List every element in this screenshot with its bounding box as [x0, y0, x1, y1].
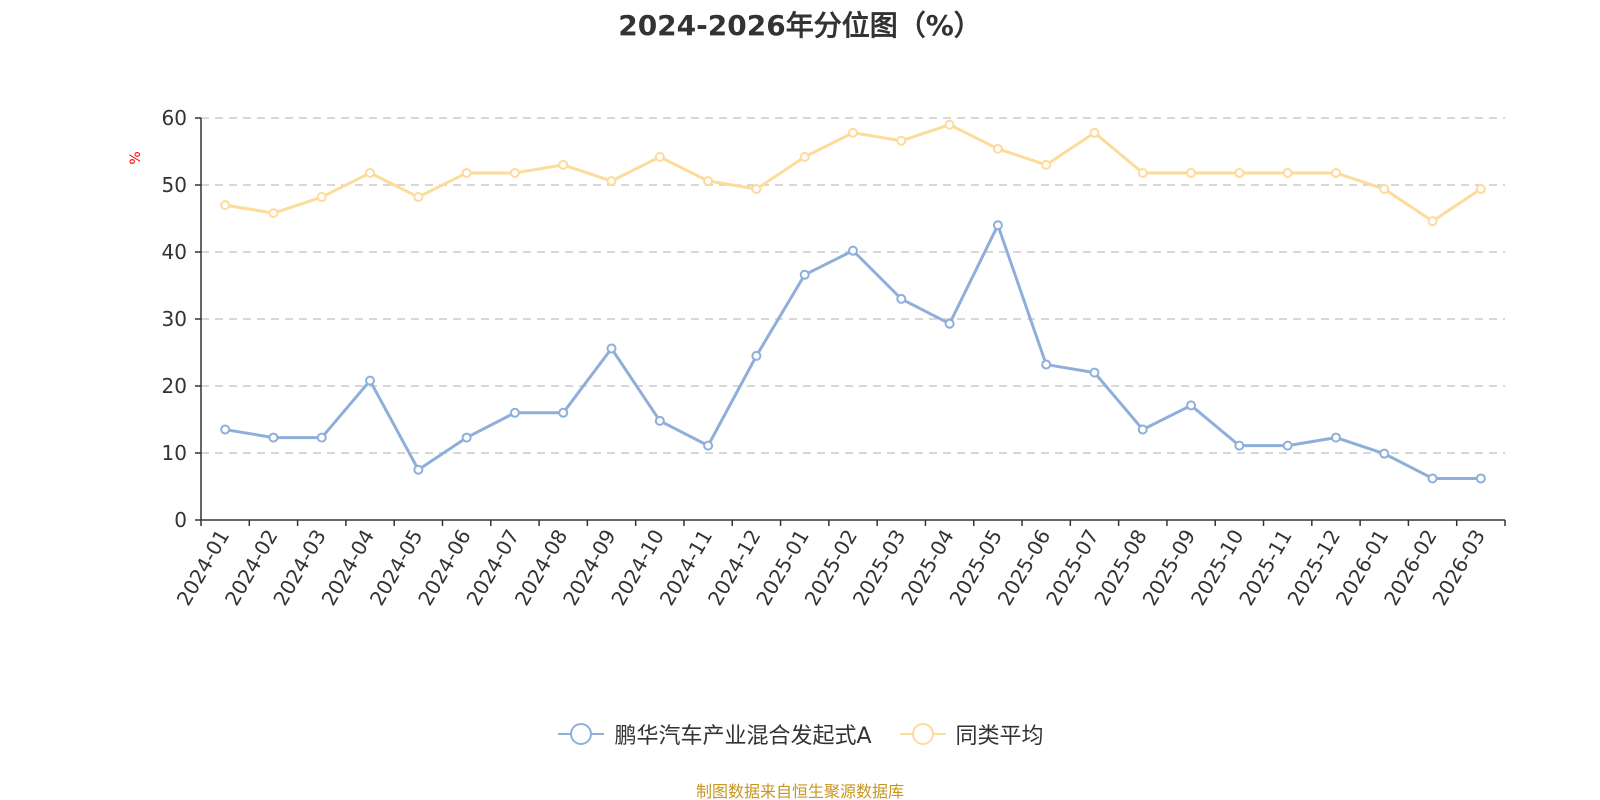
data-point[interactable]: [992, 143, 1003, 154]
data-point[interactable]: [461, 432, 472, 443]
y-tick-label: 60: [162, 106, 187, 130]
chart-title: 2024-2026年分位图（%）: [618, 9, 982, 42]
data-point[interactable]: [1186, 400, 1197, 411]
data-point[interactable]: [509, 167, 520, 178]
chart-legend: 鹏华汽车产业混合发起式A 同类平均: [0, 718, 1600, 750]
y-tick-label: 0: [174, 508, 187, 532]
data-point[interactable]: [413, 192, 424, 203]
data-point[interactable]: [944, 318, 955, 329]
data-point[interactable]: [1234, 167, 1245, 178]
data-point[interactable]: [799, 269, 810, 280]
data-point[interactable]: [1427, 473, 1438, 484]
data-point[interactable]: [365, 167, 376, 178]
data-point[interactable]: [1282, 167, 1293, 178]
grid-lines: [201, 117, 1505, 454]
series-line: [224, 223, 1481, 480]
data-point[interactable]: [1041, 359, 1052, 370]
data-point[interactable]: [703, 440, 714, 451]
data-point[interactable]: [1427, 216, 1438, 227]
line-chart: 01020304050602024-012024-022024-032024-0…: [128, 106, 1506, 610]
data-point[interactable]: [896, 135, 907, 146]
data-point[interactable]: [1234, 440, 1245, 451]
data-point[interactable]: [1330, 432, 1341, 443]
data-point[interactable]: [558, 407, 569, 418]
data-point[interactable]: [220, 424, 231, 435]
data-point[interactable]: [220, 200, 231, 211]
data-point[interactable]: [1282, 440, 1293, 451]
data-point[interactable]: [799, 151, 810, 162]
data-point[interactable]: [413, 464, 424, 475]
data-point[interactable]: [365, 375, 376, 386]
legend-label: 同类平均: [955, 724, 1044, 749]
legend-label: 鹏华汽车产业混合发起式A: [614, 724, 872, 749]
data-point[interactable]: [751, 184, 762, 195]
series-lines: [220, 119, 1486, 484]
y-tick-label: 20: [162, 374, 187, 398]
data-point[interactable]: [461, 167, 472, 178]
data-point[interactable]: [944, 119, 955, 130]
data-point[interactable]: [316, 192, 327, 203]
data-point[interactable]: [1089, 367, 1100, 378]
data-point[interactable]: [1137, 424, 1148, 435]
legend-item[interactable]: 同类平均: [898, 718, 1044, 750]
data-point[interactable]: [751, 350, 762, 361]
data-point[interactable]: [1089, 127, 1100, 138]
data-point[interactable]: [992, 220, 1003, 231]
y-tick-label: 50: [162, 173, 187, 197]
data-point[interactable]: [896, 293, 907, 304]
legend-swatch-icon: [558, 723, 605, 745]
data-point[interactable]: [1379, 184, 1390, 195]
data-point[interactable]: [1041, 159, 1052, 170]
data-point[interactable]: [703, 175, 714, 186]
y-tick-label: 10: [162, 441, 187, 465]
data-point[interactable]: [1186, 167, 1197, 178]
y-axis-unit-label: %: [128, 151, 144, 164]
y-tick-label: 40: [162, 240, 187, 264]
data-point[interactable]: [654, 151, 665, 162]
axes: 01020304050602024-012024-022024-032024-0…: [162, 106, 1506, 610]
legend-swatch-icon: [899, 723, 946, 745]
data-point[interactable]: [268, 432, 279, 443]
data-point[interactable]: [316, 432, 327, 443]
data-point[interactable]: [1475, 184, 1486, 195]
data-point[interactable]: [1475, 473, 1486, 484]
data-point[interactable]: [509, 407, 520, 418]
data-source-note: 制图数据来自恒生聚源数据库: [695, 782, 904, 800]
data-point[interactable]: [606, 175, 617, 186]
data-point[interactable]: [268, 208, 279, 219]
data-point[interactable]: [1330, 167, 1341, 178]
legend-item[interactable]: 鹏华汽车产业混合发起式A: [556, 718, 872, 750]
y-tick-label: 30: [162, 307, 187, 331]
data-point[interactable]: [848, 127, 858, 138]
data-point[interactable]: [1137, 167, 1148, 178]
data-point[interactable]: [606, 343, 617, 354]
data-point[interactable]: [558, 159, 569, 170]
data-point[interactable]: [654, 415, 665, 426]
data-point[interactable]: [1379, 448, 1390, 459]
data-point[interactable]: [848, 245, 858, 256]
